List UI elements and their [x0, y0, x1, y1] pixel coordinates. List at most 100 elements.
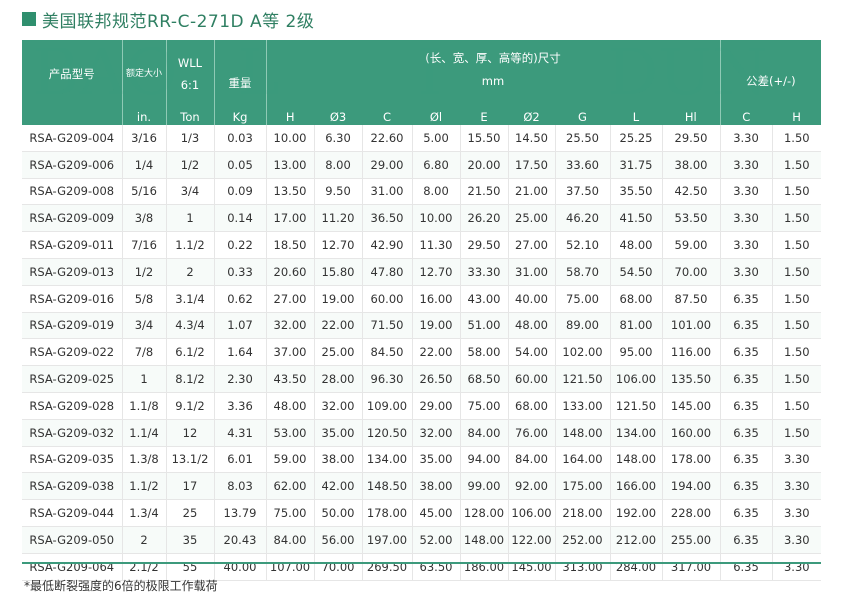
table-cell: 28.00 [314, 365, 363, 393]
table-cell: 75.00 [555, 285, 611, 313]
table-cell: 37.50 [555, 178, 611, 206]
table-cell: 218.00 [555, 499, 611, 527]
header-unit-blank [22, 108, 123, 125]
table-cell: 1.50 [772, 178, 822, 206]
table-cell: 26.20 [460, 204, 509, 233]
table-cell: 55 [166, 553, 215, 581]
table-cell: 3/8 [122, 204, 167, 233]
table-cell: 50.00 [314, 499, 363, 527]
table-cell: 11.30 [412, 231, 461, 259]
table-cell: 22.00 [314, 312, 363, 340]
table-cell: 29.00 [412, 392, 461, 420]
table-cell: 1.1/8 [122, 392, 167, 420]
table-cell: 2.30 [214, 365, 267, 393]
table-cell: 0.33 [214, 258, 267, 286]
table-cell: RSA-G209-019 [22, 312, 123, 340]
table-cell: 134.00 [610, 419, 663, 447]
table-cell: 29.50 [460, 231, 509, 259]
table-cell: 1.50 [772, 392, 822, 420]
table-cell: 6.35 [720, 526, 773, 554]
table-cell: 148.50 [362, 472, 413, 501]
table-cell: 6.30 [314, 125, 363, 152]
header-model: 产品型号 [22, 40, 123, 108]
table-cell: 58.70 [555, 258, 611, 286]
table-cell: 60.00 [508, 365, 556, 393]
table-cell: RSA-G209-044 [22, 499, 123, 527]
table-cell: 3/4 [122, 312, 167, 340]
table-cell: 10.00 [412, 204, 461, 233]
table-row: RSA-G209-022 7/8 6.1/2 1.64 37.00 25.00 84.50 2… [22, 338, 822, 367]
table-cell: 317.00 [662, 553, 721, 581]
table-cell: 5/8 [122, 285, 167, 313]
table-cell: 63.50 [412, 553, 461, 581]
table-cell: 166.00 [610, 472, 663, 501]
table-cell: 81.00 [610, 312, 663, 340]
table-cell: 62.00 [266, 472, 315, 501]
table-cell: 0.03 [214, 125, 267, 152]
table-cell: 60.00 [362, 285, 413, 313]
table-cell: 12.70 [412, 258, 461, 286]
table-cell: 21.50 [460, 178, 509, 206]
table-cell: 48.00 [266, 392, 315, 420]
header-dim-c: C [362, 108, 412, 125]
table-cell: 197.00 [362, 526, 413, 554]
table-cell: 56.00 [314, 526, 363, 554]
table-cell: 3.30 [772, 526, 822, 554]
table-cell: 6.35 [720, 365, 773, 393]
table-cell: 99.00 [460, 472, 509, 501]
table-cell: 1.3/8 [122, 446, 167, 474]
table-cell: 68.00 [610, 285, 663, 313]
table-cell: 15.80 [314, 258, 363, 286]
table-cell: 6.35 [720, 312, 773, 340]
table-cell: 6.35 [720, 338, 773, 367]
table-cell: 37.00 [266, 338, 315, 367]
table-cell: 17 [166, 472, 215, 501]
table-cell: 269.50 [362, 553, 413, 581]
table-cell: 84.00 [508, 446, 556, 474]
table-cell: 120.50 [362, 419, 413, 447]
table-cell: 27.00 [508, 231, 556, 259]
table-cell: RSA-G209-013 [22, 258, 123, 286]
table-cell: 40.00 [508, 285, 556, 313]
table-cell: 135.50 [662, 365, 721, 393]
table-cell: 175.00 [555, 472, 611, 501]
table-cell: 13.00 [266, 151, 315, 179]
table-cell: 87.50 [662, 285, 721, 313]
header-dimensions: (长、宽、厚、高等的)尺寸 mm [266, 40, 721, 108]
table-cell: 35 [166, 526, 215, 554]
table-cell: 14.50 [508, 125, 556, 152]
table-cell: 13.79 [214, 499, 267, 527]
table-cell: 1/4 [122, 151, 167, 179]
table-cell: 1.50 [772, 125, 822, 152]
table-cell: 84.50 [362, 338, 413, 367]
table-cell: 36.50 [362, 204, 413, 233]
table-row: RSA-G209-011 7/16 1.1/2 0.22 18.50 12.70 42.90… [22, 231, 822, 259]
table-cell: 32.00 [412, 419, 461, 447]
table-cell: 186.00 [460, 553, 509, 581]
table-cell: 12 [166, 419, 215, 447]
table-cell: 6.35 [720, 392, 773, 420]
table-cell: 128.00 [460, 499, 509, 527]
table-cell: RSA-G209-050 [22, 526, 123, 554]
table-cell: 1.50 [772, 151, 822, 179]
table-cell: 32.00 [314, 392, 363, 420]
table-cell: 48.00 [610, 231, 663, 259]
table-cell: 75.00 [460, 392, 509, 420]
table-row: RSA-G209-016 5/8 3.1/4 0.62 27.00 19.00 60.00 1… [22, 285, 822, 313]
table-cell: 59.00 [266, 446, 315, 474]
table-row: RSA-G209-035 1.3/8 13.1/2 6.01 59.00 38.00 134… [22, 446, 822, 474]
table-cell: 1.50 [772, 338, 822, 367]
header-dim-d2: Ø2 [508, 108, 555, 125]
table-cell: 54.00 [508, 338, 556, 367]
table-row: RSA-G209-025 1 8.1/2 2.30 43.50 28.00 96.30 26.… [22, 365, 822, 393]
table-cell: 95.00 [610, 338, 663, 367]
table-cell: 3/16 [122, 125, 167, 152]
table-cell: RSA-G209-008 [22, 178, 123, 206]
table-cell: 1/3 [166, 125, 215, 152]
table-cell: 145.00 [662, 392, 721, 420]
table-row: RSA-G209-004 3/16 1/3 0.03 10.00 6.30 22.60 5.0… [22, 125, 822, 152]
table-cell: 1.1/4 [122, 419, 167, 447]
table-row: RSA-G209-064 2.1/2 55 40.00 107.00 70.00 269.5… [22, 553, 822, 581]
table-cell: 13.1/2 [166, 446, 215, 474]
table-cell: 52.00 [412, 526, 461, 554]
